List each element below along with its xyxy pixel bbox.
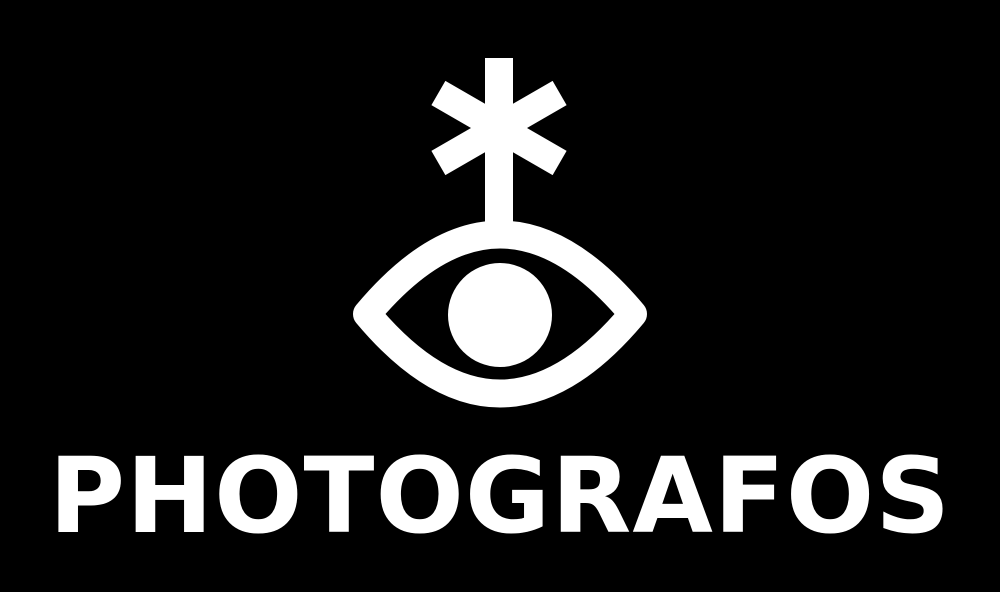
eye-outline-shape <box>353 220 647 408</box>
asterisk-icon <box>431 58 567 198</box>
brand-wordmark: PHOTOGRAFOS <box>48 435 952 557</box>
pupil-shape <box>448 263 552 367</box>
eye-with-asterisk-icon <box>353 58 647 408</box>
